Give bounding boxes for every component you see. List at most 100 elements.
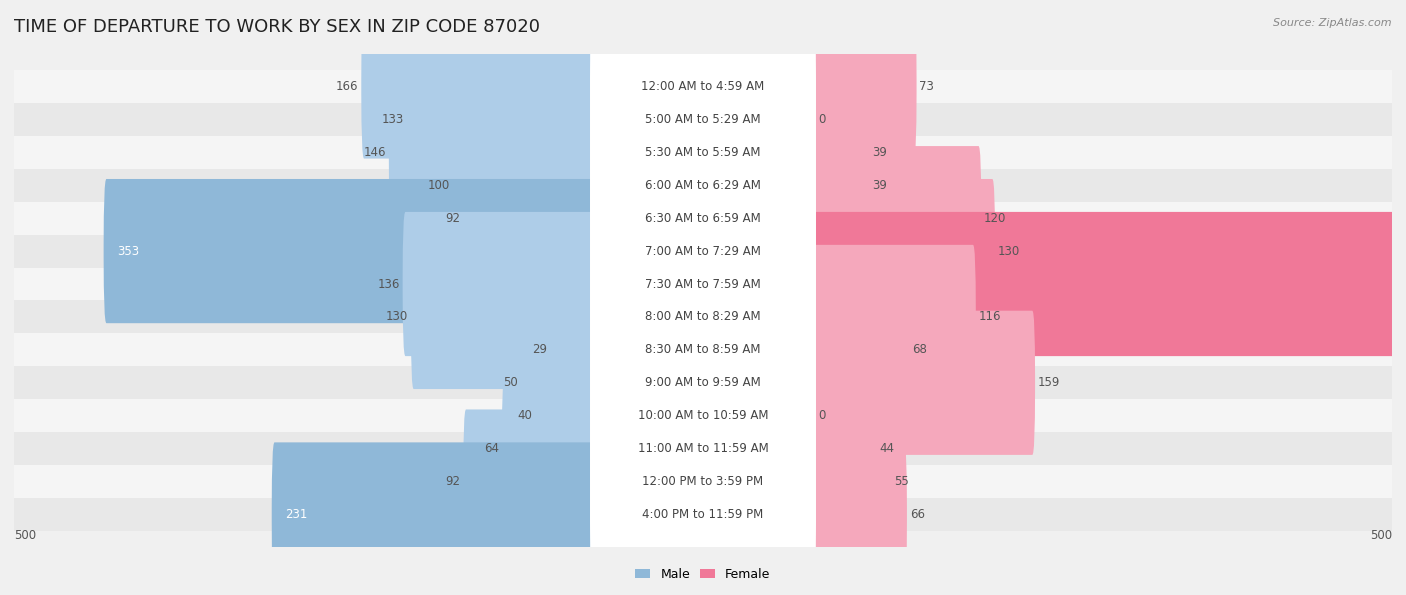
Text: 92: 92	[446, 212, 461, 225]
FancyBboxPatch shape	[591, 113, 815, 258]
FancyBboxPatch shape	[463, 409, 596, 554]
Text: 39: 39	[873, 146, 887, 159]
FancyBboxPatch shape	[810, 442, 907, 587]
FancyBboxPatch shape	[14, 169, 1392, 202]
Text: 8:00 AM to 8:29 AM: 8:00 AM to 8:29 AM	[645, 311, 761, 324]
FancyBboxPatch shape	[271, 442, 596, 587]
FancyBboxPatch shape	[591, 377, 815, 521]
FancyBboxPatch shape	[810, 113, 870, 258]
Text: 29: 29	[533, 343, 547, 356]
Text: 12:00 AM to 4:59 AM: 12:00 AM to 4:59 AM	[641, 80, 765, 93]
FancyBboxPatch shape	[591, 212, 815, 356]
Text: 0: 0	[818, 113, 827, 126]
FancyBboxPatch shape	[411, 245, 596, 389]
FancyBboxPatch shape	[14, 399, 1392, 432]
Text: 6:30 AM to 6:59 AM: 6:30 AM to 6:59 AM	[645, 212, 761, 225]
FancyBboxPatch shape	[14, 234, 1392, 268]
FancyBboxPatch shape	[591, 80, 815, 224]
FancyBboxPatch shape	[14, 300, 1392, 333]
FancyBboxPatch shape	[402, 212, 596, 356]
FancyBboxPatch shape	[14, 432, 1392, 465]
FancyBboxPatch shape	[14, 465, 1392, 498]
Text: 146: 146	[364, 146, 387, 159]
Text: 92: 92	[446, 475, 461, 488]
FancyBboxPatch shape	[14, 333, 1392, 367]
FancyBboxPatch shape	[810, 146, 981, 290]
FancyBboxPatch shape	[14, 268, 1392, 300]
Text: 353: 353	[117, 245, 139, 258]
Text: 39: 39	[873, 178, 887, 192]
FancyBboxPatch shape	[810, 179, 995, 323]
Text: 12:00 PM to 3:59 PM: 12:00 PM to 3:59 PM	[643, 475, 763, 488]
Text: 7:30 AM to 7:59 AM: 7:30 AM to 7:59 AM	[645, 277, 761, 290]
Text: TIME OF DEPARTURE TO WORK BY SEX IN ZIP CODE 87020: TIME OF DEPARTURE TO WORK BY SEX IN ZIP …	[14, 18, 540, 36]
FancyBboxPatch shape	[591, 442, 815, 587]
Text: 8:30 AM to 8:59 AM: 8:30 AM to 8:59 AM	[645, 343, 761, 356]
Text: 500: 500	[1369, 530, 1392, 543]
FancyBboxPatch shape	[361, 14, 596, 159]
FancyBboxPatch shape	[810, 212, 1406, 356]
FancyBboxPatch shape	[591, 245, 815, 389]
Text: 9:00 AM to 9:59 AM: 9:00 AM to 9:59 AM	[645, 376, 761, 389]
FancyBboxPatch shape	[591, 47, 815, 192]
FancyBboxPatch shape	[14, 70, 1392, 103]
Text: 40: 40	[517, 409, 531, 422]
Text: 133: 133	[382, 113, 404, 126]
FancyBboxPatch shape	[810, 245, 976, 389]
FancyBboxPatch shape	[810, 80, 870, 224]
Text: 50: 50	[503, 376, 519, 389]
FancyBboxPatch shape	[591, 311, 815, 455]
Text: 7:00 AM to 7:29 AM: 7:00 AM to 7:29 AM	[645, 245, 761, 258]
FancyBboxPatch shape	[522, 311, 596, 455]
FancyBboxPatch shape	[14, 136, 1392, 169]
FancyBboxPatch shape	[591, 278, 815, 422]
Text: 500: 500	[14, 530, 37, 543]
Text: 10:00 AM to 10:59 AM: 10:00 AM to 10:59 AM	[638, 409, 768, 422]
FancyBboxPatch shape	[534, 343, 596, 488]
FancyBboxPatch shape	[453, 113, 596, 258]
FancyBboxPatch shape	[591, 179, 815, 323]
FancyBboxPatch shape	[591, 14, 815, 159]
Text: 5:00 AM to 5:29 AM: 5:00 AM to 5:29 AM	[645, 113, 761, 126]
FancyBboxPatch shape	[389, 80, 596, 224]
Text: Source: ZipAtlas.com: Source: ZipAtlas.com	[1274, 18, 1392, 28]
FancyBboxPatch shape	[810, 311, 1035, 455]
FancyBboxPatch shape	[14, 202, 1392, 234]
FancyBboxPatch shape	[591, 146, 815, 290]
FancyBboxPatch shape	[406, 47, 596, 192]
FancyBboxPatch shape	[810, 377, 876, 521]
Text: 44: 44	[879, 442, 894, 455]
Text: 66: 66	[910, 508, 925, 521]
Text: 68: 68	[912, 343, 928, 356]
FancyBboxPatch shape	[502, 377, 596, 521]
FancyBboxPatch shape	[550, 278, 596, 422]
Text: 130: 130	[385, 311, 408, 324]
Text: 0: 0	[818, 409, 827, 422]
FancyBboxPatch shape	[810, 14, 917, 159]
Text: 5:30 AM to 5:59 AM: 5:30 AM to 5:59 AM	[645, 146, 761, 159]
Text: 231: 231	[285, 508, 308, 521]
FancyBboxPatch shape	[104, 179, 596, 323]
FancyBboxPatch shape	[463, 146, 596, 290]
Text: 130: 130	[998, 245, 1021, 258]
Text: 120: 120	[984, 212, 1007, 225]
Text: 166: 166	[336, 80, 359, 93]
FancyBboxPatch shape	[591, 409, 815, 554]
Text: 136: 136	[377, 277, 399, 290]
Text: 64: 64	[484, 442, 499, 455]
FancyBboxPatch shape	[591, 343, 815, 488]
FancyBboxPatch shape	[14, 103, 1392, 136]
Text: 6:00 AM to 6:29 AM: 6:00 AM to 6:29 AM	[645, 178, 761, 192]
Legend: Male, Female: Male, Female	[636, 568, 770, 581]
FancyBboxPatch shape	[14, 498, 1392, 531]
Text: 116: 116	[979, 311, 1001, 324]
Text: 4:00 PM to 11:59 PM: 4:00 PM to 11:59 PM	[643, 508, 763, 521]
FancyBboxPatch shape	[810, 409, 891, 554]
FancyBboxPatch shape	[810, 278, 910, 422]
Text: 11:00 AM to 11:59 AM: 11:00 AM to 11:59 AM	[638, 442, 768, 455]
FancyBboxPatch shape	[14, 367, 1392, 399]
Text: 55: 55	[894, 475, 910, 488]
Text: 100: 100	[427, 178, 450, 192]
Text: 73: 73	[920, 80, 934, 93]
Text: 159: 159	[1038, 376, 1060, 389]
